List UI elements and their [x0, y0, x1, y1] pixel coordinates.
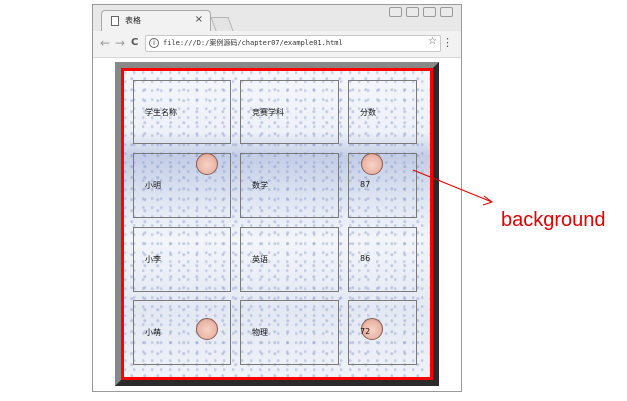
score: 72 — [360, 327, 371, 336]
student-name: 小李 — [145, 255, 161, 264]
tab-title: 表格 — [125, 16, 141, 25]
table-cell: 学生名称 — [133, 80, 231, 144]
background-figure-icon — [196, 153, 218, 175]
score: 87 — [360, 180, 371, 189]
annotation-label: background — [501, 209, 606, 231]
minimize-icon[interactable] — [406, 7, 419, 17]
table-cell: 87 — [348, 153, 417, 218]
background-figure-icon — [196, 318, 218, 340]
bookmark-star-icon[interactable]: ☆ — [428, 36, 437, 47]
table-cell: 分数 — [348, 80, 417, 144]
table-cell: 英语 — [240, 227, 339, 292]
score: 86 — [360, 254, 371, 263]
window-controls — [389, 7, 453, 17]
menu-icon[interactable]: ⋮ — [442, 36, 453, 49]
user-icon[interactable] — [389, 7, 402, 17]
maximize-icon[interactable] — [423, 7, 436, 17]
close-window-icon[interactable] — [440, 7, 453, 17]
url-input[interactable]: i file:///D:/案例源码/chapter07/example01.ht… — [145, 35, 441, 52]
browser-window: 表格 × ← → C i file:///D:/案例源码/chapter07/e… — [92, 4, 462, 392]
table: 学生名称 竞赛学科 分数 小明 数学 87 小李 英语 86 小萌 — [121, 68, 433, 380]
background-figure-icon — [361, 318, 383, 340]
table-cell: 物理 — [240, 300, 339, 365]
header-score: 分数 — [360, 108, 376, 117]
background-figure-icon — [361, 153, 383, 175]
table-cell: 86 — [348, 227, 417, 292]
table-cell: 小萌 — [133, 300, 231, 365]
browser-tab[interactable]: 表格 × — [101, 10, 211, 32]
back-icon[interactable]: ← — [100, 36, 111, 50]
document-icon — [111, 16, 119, 26]
reload-icon[interactable]: C — [131, 37, 139, 48]
student-name: 小明 — [145, 181, 161, 190]
table-cell: 72 — [348, 300, 417, 365]
subject: 数学 — [252, 181, 268, 190]
subject: 物理 — [252, 328, 268, 337]
title-bar: 表格 × — [93, 5, 461, 32]
subject: 英语 — [252, 255, 268, 264]
header-subject: 竞赛学科 — [252, 108, 284, 117]
url-text: file:///D:/案例源码/chapter07/example01.html — [163, 39, 343, 47]
table-cell: 小明 — [133, 153, 231, 218]
close-tab-icon[interactable]: × — [194, 14, 203, 25]
page-viewport: 学生名称 竞赛学科 分数 小明 数学 87 小李 英语 86 小萌 — [93, 58, 461, 391]
forward-icon[interactable]: → — [115, 36, 126, 50]
header-student-name: 学生名称 — [145, 108, 177, 117]
address-bar: ← → C i file:///D:/案例源码/chapter07/exampl… — [93, 31, 461, 58]
table-bevel-border: 学生名称 竞赛学科 分数 小明 数学 87 小李 英语 86 小萌 — [115, 62, 439, 386]
table-cell: 小李 — [133, 227, 231, 292]
info-icon[interactable]: i — [149, 38, 159, 48]
student-name: 小萌 — [145, 328, 161, 337]
table-cell: 竞赛学科 — [240, 80, 339, 144]
table-cell: 数学 — [240, 153, 339, 218]
